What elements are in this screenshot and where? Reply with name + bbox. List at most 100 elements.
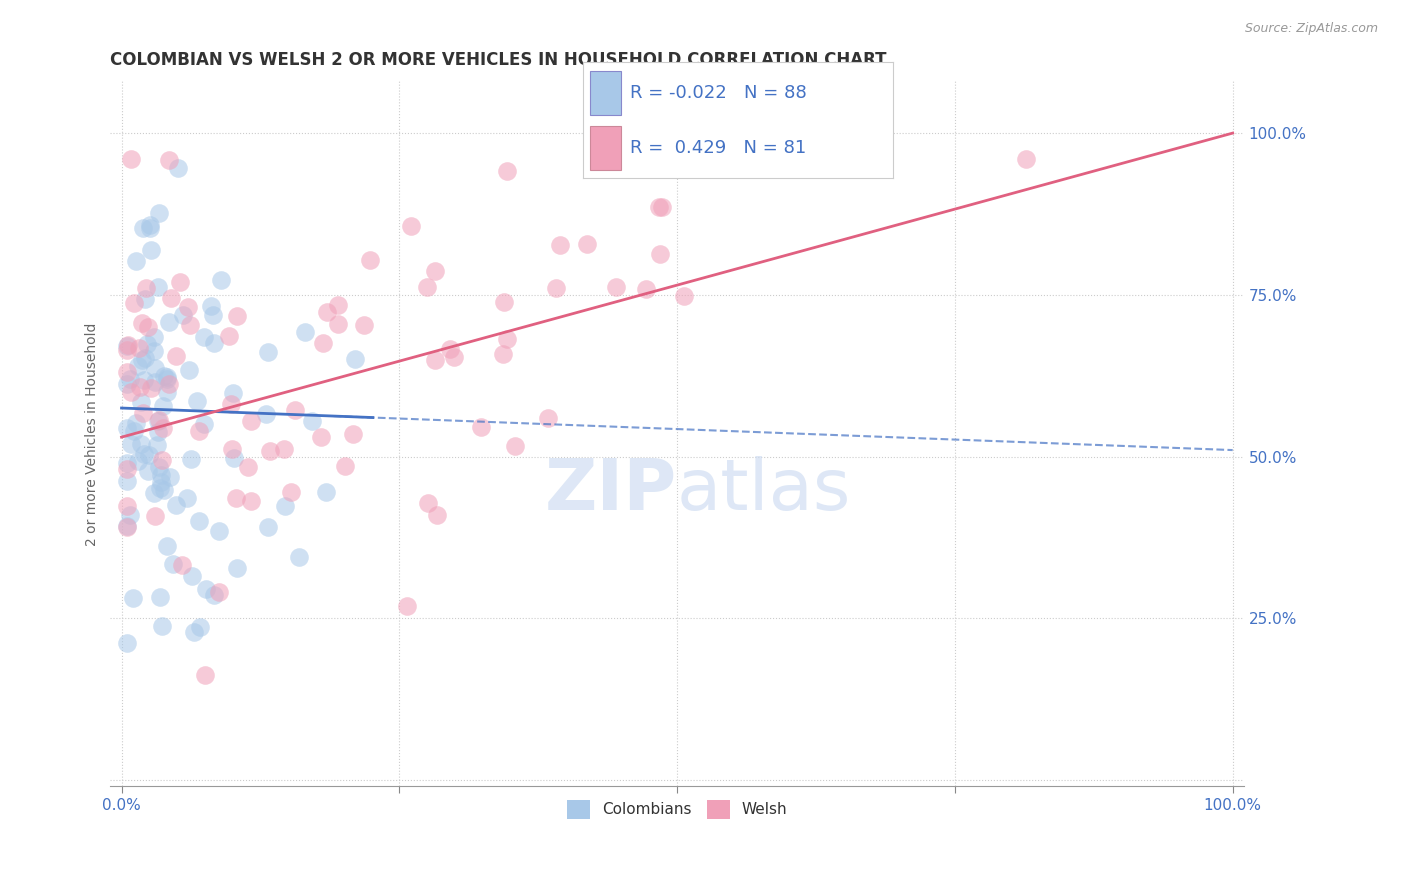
Point: [143, 343, 166, 358]
Point: [129, 437, 152, 451]
Point: [221, 396, 243, 410]
Point: [148, 425, 170, 439]
Point: [439, 342, 461, 356]
Point: [202, 335, 225, 350]
Point: [170, 558, 193, 572]
Point: [672, 289, 695, 303]
Point: [426, 508, 449, 522]
Point: [179, 318, 201, 332]
Point: [132, 406, 155, 420]
Point: [139, 221, 162, 235]
Point: [157, 316, 180, 330]
Point: [342, 426, 364, 441]
Point: [280, 484, 302, 499]
Point: [150, 619, 173, 633]
Point: [115, 462, 138, 476]
Point: [131, 353, 153, 368]
Point: [148, 460, 170, 475]
Point: [122, 424, 145, 438]
Point: [139, 218, 162, 232]
Point: [152, 453, 174, 467]
Point: [132, 447, 155, 461]
Point: [120, 372, 142, 386]
Point: [257, 345, 280, 359]
Point: [132, 221, 155, 235]
Point: [225, 561, 247, 575]
Point: [115, 339, 138, 353]
Point: [115, 519, 138, 533]
Point: [146, 279, 169, 293]
Point: [127, 359, 149, 373]
Point: [315, 484, 337, 499]
Point: [326, 298, 349, 312]
Point: [176, 491, 198, 505]
Point: [134, 292, 156, 306]
Point: [1015, 153, 1038, 167]
Point: [193, 330, 215, 344]
Point: [115, 421, 138, 435]
Point: [156, 384, 179, 399]
Point: [548, 237, 571, 252]
Point: [145, 375, 167, 389]
Point: [153, 369, 176, 384]
Point: [115, 456, 138, 470]
Point: [159, 470, 181, 484]
Point: [359, 252, 381, 267]
Point: [834, 126, 856, 140]
Point: [152, 399, 174, 413]
Point: [136, 464, 159, 478]
Point: [180, 569, 202, 583]
Point: [131, 316, 153, 330]
Point: [222, 386, 245, 401]
Point: [166, 161, 188, 176]
Point: [226, 309, 249, 323]
Point: [120, 436, 142, 450]
Point: [257, 519, 280, 533]
Point: [416, 280, 439, 294]
Point: [218, 328, 240, 343]
Point: [605, 280, 627, 294]
Point: [127, 454, 149, 468]
Point: [149, 475, 172, 489]
Point: [494, 295, 516, 310]
Point: [225, 491, 247, 506]
Point: [157, 377, 180, 392]
Point: [141, 380, 163, 394]
Text: ZIP: ZIP: [546, 456, 678, 524]
Point: [353, 318, 375, 332]
Point: [328, 317, 350, 331]
Point: [162, 557, 184, 571]
Point: [187, 425, 209, 439]
Point: [125, 417, 148, 431]
Point: [650, 247, 672, 261]
Point: [115, 635, 138, 649]
Point: [180, 451, 202, 466]
Point: [148, 412, 170, 426]
Text: R =  0.429   N = 81: R = 0.429 N = 81: [630, 139, 806, 157]
Point: [333, 458, 356, 473]
Point: [115, 343, 138, 358]
Point: [492, 347, 515, 361]
Point: [284, 403, 307, 417]
Point: [207, 584, 229, 599]
Point: [470, 419, 492, 434]
Point: [647, 200, 669, 214]
Point: [240, 494, 263, 508]
Point: [169, 275, 191, 289]
Point: [316, 305, 339, 319]
Point: [496, 332, 519, 346]
Point: [416, 495, 439, 509]
Text: atlas: atlas: [678, 456, 852, 524]
Point: [138, 448, 160, 462]
Point: [254, 407, 277, 421]
Point: [239, 414, 262, 428]
Point: [124, 253, 146, 268]
Point: [120, 152, 142, 166]
Point: [115, 499, 138, 513]
Point: [503, 439, 526, 453]
Point: [122, 295, 145, 310]
Text: COLOMBIAN VS WELSH 2 OR MORE VEHICLES IN HOUSEHOLD CORRELATION CHART: COLOMBIAN VS WELSH 2 OR MORE VEHICLES IN…: [111, 51, 887, 69]
Point: [202, 589, 225, 603]
Point: [200, 299, 222, 313]
Point: [259, 443, 281, 458]
